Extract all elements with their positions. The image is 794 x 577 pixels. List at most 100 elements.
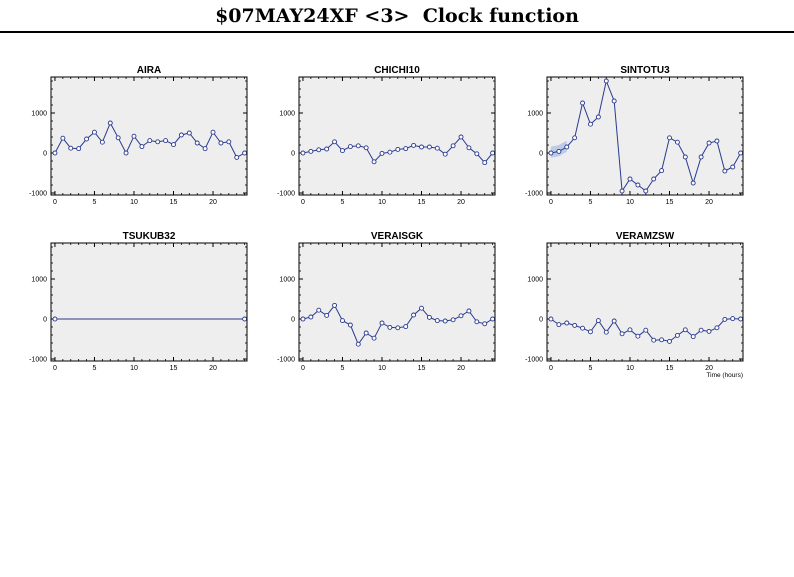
x-tick-label: 15: [418, 365, 426, 372]
data-point: [603, 329, 609, 335]
y-tick-label: 1000: [279, 111, 295, 118]
plot-area: [299, 243, 495, 361]
data-point: [714, 138, 720, 144]
data-point: [722, 168, 728, 174]
plot-frame: [546, 76, 744, 196]
data-point: [442, 151, 448, 157]
data-point: [308, 314, 314, 320]
data-point: [619, 188, 625, 194]
plot-area: [51, 243, 247, 361]
data-point: [387, 149, 393, 155]
x-tick-label: 10: [626, 199, 634, 206]
data-point: [379, 320, 385, 326]
data-point: [643, 327, 649, 333]
data-point: [316, 147, 322, 153]
data-point: [363, 145, 369, 151]
y-tick-label: 0: [43, 317, 47, 324]
data-point: [635, 333, 641, 339]
plot-frame: [298, 242, 496, 362]
y-tick-label: 0: [539, 151, 543, 158]
plot-area: [547, 77, 743, 195]
data-point: [426, 144, 432, 150]
chart-panel: 0 5 10 15 20 -1000 0 1000 SINTOTU3: [525, 65, 744, 206]
y-tick-label: 0: [291, 151, 295, 158]
data-point: [194, 140, 200, 146]
data-point: [659, 168, 665, 174]
data-point: [651, 337, 657, 343]
data-point: [68, 145, 74, 151]
data-point: [419, 144, 424, 150]
data-point: [611, 98, 617, 104]
data-point: [738, 150, 744, 156]
data-point: [387, 324, 393, 330]
data-point: [659, 337, 665, 343]
chart-panel: 0 5 10 15 20 -1000 0 1000 TSUKUB32: [29, 231, 248, 372]
x-axis-label: Time (hours): [706, 372, 743, 379]
data-point: [556, 322, 562, 328]
data-point: [316, 307, 322, 313]
data-point: [178, 132, 184, 138]
page-title: $07MAY24XF <3> Clock function: [215, 5, 579, 27]
data-point: [332, 139, 338, 145]
x-tick-label: 5: [341, 199, 345, 206]
data-point: [355, 143, 361, 149]
data-point: [706, 328, 712, 334]
data-point: [682, 154, 688, 160]
chart-panel: 0 5 10 15 20 -1000 0 1000 VERAISGK: [277, 231, 496, 372]
data-point: [234, 154, 240, 160]
y-tick-label: 1000: [31, 111, 47, 118]
x-tick-label: 5: [93, 199, 97, 206]
plot-frame: [546, 242, 744, 362]
data-point: [355, 341, 361, 347]
data-point: [442, 318, 448, 324]
data-point: [564, 320, 570, 326]
data-point: [411, 142, 417, 148]
chart-panel: 0 5 10 15 20 -1000 0 1000 AIRA: [29, 65, 248, 206]
data-point: [474, 151, 480, 157]
x-tick-label: 5: [589, 365, 593, 372]
data-point: [419, 305, 424, 311]
data-point: [395, 146, 401, 152]
data-point: [171, 142, 176, 148]
data-point: [115, 135, 121, 141]
x-tick-label: 0: [53, 365, 57, 372]
data-point: [482, 321, 488, 327]
y-tick-label: 0: [291, 317, 295, 324]
chart-title: TSUKUB32: [123, 231, 176, 242]
x-tick-label: 5: [93, 365, 97, 372]
data-point: [572, 322, 578, 328]
x-tick-label: 20: [705, 365, 713, 372]
x-tick-label: 20: [705, 199, 713, 206]
chart-title: SINTOTU3: [620, 65, 670, 76]
x-tick-label: 10: [626, 365, 634, 372]
y-tick-label: -1000: [277, 357, 295, 364]
x-tick-label: 15: [418, 199, 426, 206]
data-point: [371, 335, 377, 341]
data-point: [667, 338, 672, 344]
title-rule: [0, 31, 794, 33]
data-point: [490, 316, 496, 322]
data-point: [411, 312, 417, 318]
chart-title: CHICHI10: [374, 65, 420, 76]
data-point: [131, 133, 137, 139]
data-point: [84, 136, 90, 142]
x-tick-label: 10: [130, 199, 138, 206]
x-tick-label: 15: [666, 199, 674, 206]
y-tick-label: -1000: [525, 191, 543, 198]
data-point: [324, 312, 330, 318]
data-point: [564, 144, 570, 150]
y-tick-label: 1000: [31, 277, 47, 284]
data-point: [347, 322, 353, 328]
data-point: [580, 100, 586, 106]
data-point: [403, 146, 409, 152]
plot-frame: [298, 76, 496, 196]
data-point: [76, 146, 82, 152]
x-tick-label: 20: [209, 199, 217, 206]
x-tick-label: 0: [301, 365, 305, 372]
data-point: [627, 176, 633, 182]
data-point: [595, 114, 601, 120]
data-point: [92, 129, 97, 135]
x-tick-label: 10: [130, 365, 138, 372]
data-point: [332, 302, 338, 308]
x-tick-label: 0: [301, 199, 305, 206]
